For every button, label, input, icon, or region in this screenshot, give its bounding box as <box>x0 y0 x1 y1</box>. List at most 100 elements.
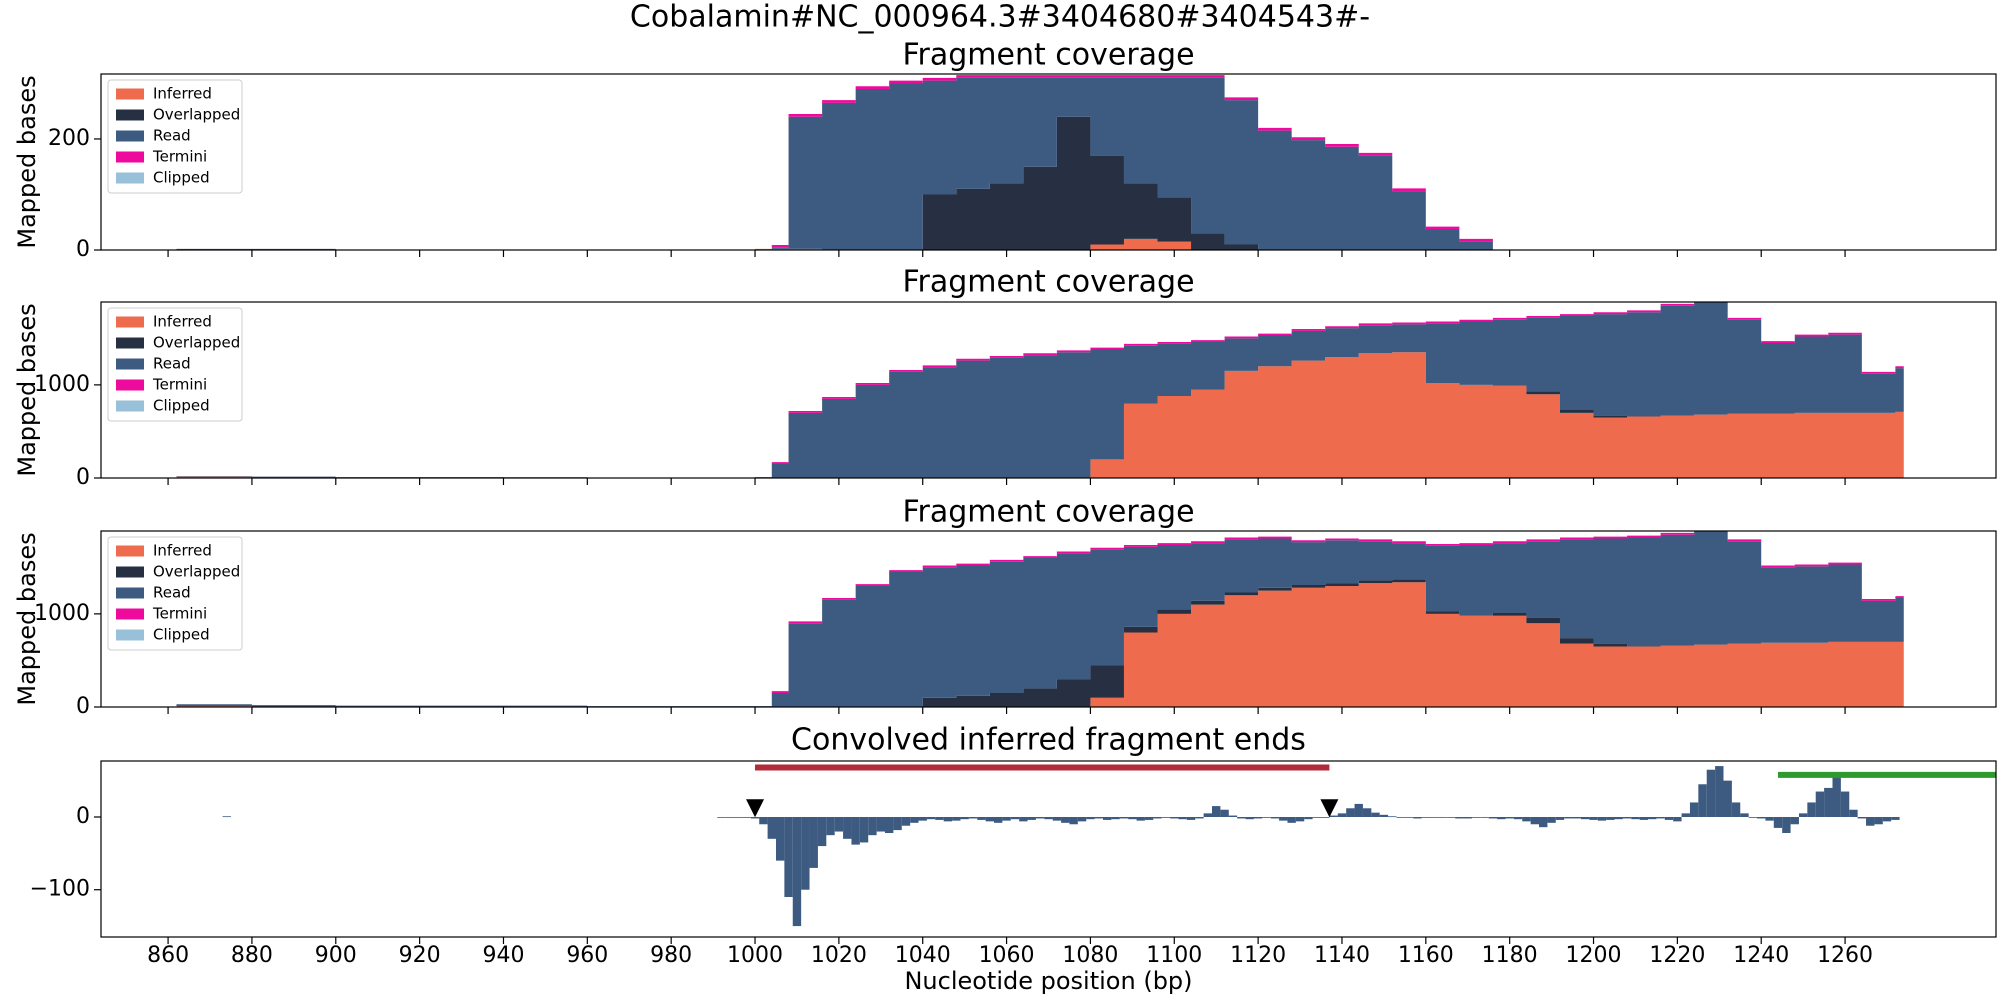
bar <box>1329 815 1338 817</box>
bar <box>717 817 726 818</box>
marker <box>746 799 765 818</box>
legend-label: Clipped <box>153 626 210 644</box>
bar <box>1891 817 1900 820</box>
bar <box>1337 813 1347 817</box>
bar <box>784 817 793 897</box>
bar <box>826 817 835 836</box>
bar <box>1086 817 1095 820</box>
bar <box>1689 802 1699 817</box>
bar <box>1622 817 1632 819</box>
bar <box>1144 817 1154 820</box>
legend-label: Read <box>153 127 191 145</box>
legend-swatch <box>116 88 144 100</box>
bar <box>1061 817 1070 823</box>
bar <box>1606 817 1615 820</box>
bar <box>1715 766 1724 817</box>
bar <box>1765 817 1774 821</box>
y-axis-label: Mapped bases <box>13 75 41 248</box>
bar <box>1782 817 1791 833</box>
legend-label: Termini <box>152 148 207 166</box>
coverage-area <box>176 302 1904 478</box>
bar <box>893 817 902 831</box>
bar <box>1589 817 1598 820</box>
bar <box>1480 817 1489 818</box>
bar <box>851 817 860 845</box>
bar <box>742 817 751 818</box>
legend-swatch <box>116 172 144 184</box>
bar <box>1128 817 1137 820</box>
bar <box>1866 817 1875 826</box>
coverage-area <box>176 531 1904 707</box>
bar <box>926 817 936 820</box>
bar <box>1220 809 1229 817</box>
bar <box>817 817 827 847</box>
bar <box>1681 813 1690 817</box>
x-tick-label: 1140 <box>1314 943 1370 968</box>
legend-label: Overlapped <box>153 334 240 352</box>
y-tick-label: 0 <box>76 237 90 262</box>
bar <box>952 817 961 821</box>
y-axis-label: Mapped bases <box>13 303 41 476</box>
bar <box>1513 817 1523 820</box>
bar <box>1748 817 1758 818</box>
x-tick-label: 900 <box>315 943 357 968</box>
panel-title: Fragment coverage <box>902 495 1194 530</box>
x-tick-label: 920 <box>399 943 441 968</box>
x-tick-label: 1240 <box>1733 943 1789 968</box>
legend-swatch <box>116 587 144 599</box>
x-tick-label: 860 <box>147 943 189 968</box>
bar <box>1035 817 1045 819</box>
bar <box>809 817 818 868</box>
bar <box>843 817 852 839</box>
bar <box>1136 817 1145 821</box>
bar <box>884 817 894 833</box>
y-tick-label: 1000 <box>34 601 90 626</box>
legend-box <box>107 536 243 651</box>
bar <box>935 817 944 820</box>
coverage-area <box>176 352 1904 478</box>
bar <box>1253 817 1263 819</box>
bar <box>834 817 844 832</box>
bar <box>1807 802 1816 817</box>
x-tick-label: 880 <box>231 943 273 968</box>
bar <box>792 817 802 927</box>
bar <box>1471 817 1481 818</box>
bar <box>1010 817 1020 820</box>
legend-label: Read <box>153 584 191 602</box>
legend-swatch <box>116 566 144 578</box>
bar <box>759 817 768 825</box>
coverage-area <box>176 302 1904 478</box>
x-tick-label: 960 <box>566 943 608 968</box>
plot-area <box>176 302 1904 478</box>
legend-label: Inferred <box>153 542 212 560</box>
bar <box>1874 817 1883 825</box>
bar <box>801 817 810 890</box>
legend-label: Termini <box>152 605 207 623</box>
bar <box>1664 817 1674 820</box>
coverage-area <box>176 116 1904 250</box>
bar <box>1262 817 1271 818</box>
bar <box>1044 817 1053 820</box>
legend-swatch <box>116 358 144 370</box>
bar <box>1002 817 1011 821</box>
x-tick-label: 1080 <box>1062 943 1118 968</box>
bar <box>1723 780 1732 817</box>
bar <box>985 817 994 822</box>
bar <box>1228 815 1238 817</box>
bar <box>1270 817 1280 819</box>
legend-box <box>107 79 243 194</box>
bar <box>775 817 785 861</box>
bar <box>1840 791 1850 817</box>
bar <box>1052 817 1062 821</box>
bar <box>1094 817 1104 819</box>
bar <box>1547 817 1556 823</box>
bar <box>1103 817 1112 820</box>
legend-swatch <box>116 400 144 412</box>
axes-frame <box>100 73 1997 251</box>
x-tick-label: 1100 <box>1146 943 1202 968</box>
bar <box>734 817 743 818</box>
bar <box>1530 817 1540 825</box>
bar <box>960 817 969 820</box>
legend-swatch <box>116 109 144 121</box>
x-tick-label: 1020 <box>811 943 867 968</box>
